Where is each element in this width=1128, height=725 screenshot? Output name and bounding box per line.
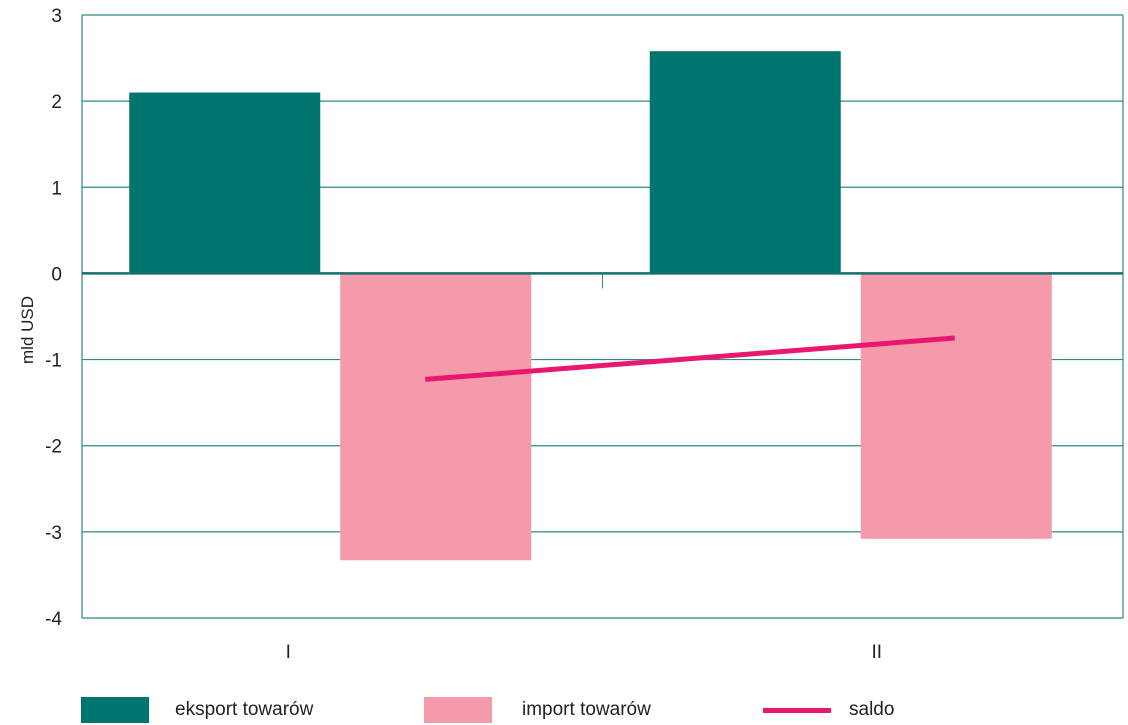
y-tick-label: 1 xyxy=(51,178,62,199)
bar-eksport-II xyxy=(649,51,841,274)
legend: eksport towarów import towarów saldo xyxy=(0,695,1128,725)
bar-import-II xyxy=(860,273,1052,539)
legend-label-saldo: saldo xyxy=(849,699,895,720)
y-tick-label: -4 xyxy=(45,609,62,630)
legend-item-eksport: eksport towarów xyxy=(81,695,313,725)
y-tick-labels: 3 2 1 0 -1 -2 -3 -4 xyxy=(45,6,62,630)
y-tick-label: 2 xyxy=(51,92,62,113)
y-tick-label: 0 xyxy=(51,264,62,285)
y-axis-title: mld USD xyxy=(18,296,37,364)
legend-line-saldo xyxy=(763,707,831,713)
legend-label-import: import towarów xyxy=(522,699,651,720)
line-series xyxy=(425,335,955,382)
y-tick-label: -1 xyxy=(45,351,62,372)
y-tick-label: -3 xyxy=(45,523,62,544)
bars xyxy=(129,51,1052,561)
y-tick-label: 3 xyxy=(51,6,62,27)
axes xyxy=(81,15,1124,619)
legend-label-eksport: eksport towarów xyxy=(175,699,314,720)
legend-item-import: import towarów xyxy=(424,695,651,725)
x-tick-label: I xyxy=(286,642,291,663)
x-tick-label: II xyxy=(871,642,882,663)
bar-eksport-I xyxy=(129,92,321,274)
legend-item-saldo: saldo xyxy=(763,695,894,725)
line-saldo xyxy=(425,335,955,382)
legend-swatch-import xyxy=(424,697,492,723)
legend-swatch-eksport xyxy=(81,697,149,723)
bar-import-I xyxy=(340,273,532,561)
y-tick-label: -2 xyxy=(45,437,62,458)
x-tick-labels: I II xyxy=(286,642,882,663)
